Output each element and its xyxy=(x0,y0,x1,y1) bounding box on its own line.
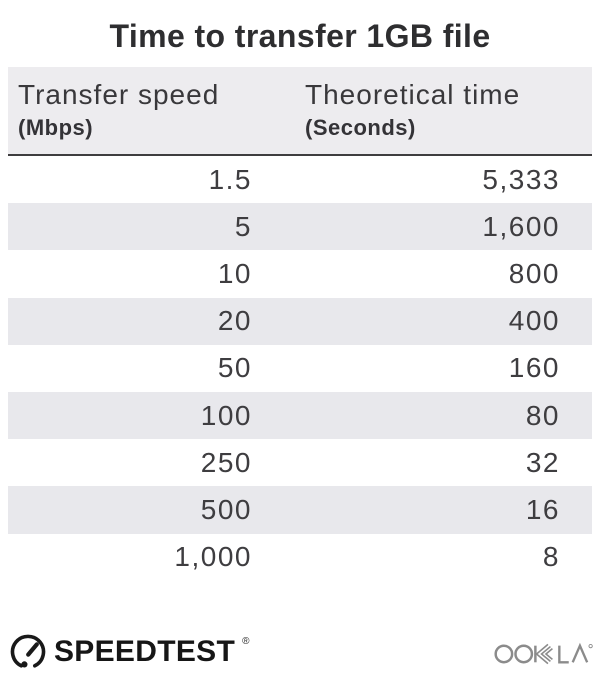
speedtest-gauge-icon xyxy=(10,634,46,668)
table-row: 10 800 xyxy=(8,250,592,297)
table-row: 5 1,600 xyxy=(8,203,592,251)
ookla-logo xyxy=(494,638,593,668)
cell-time: 5,333 xyxy=(482,163,560,195)
table-row: 1,000 8 xyxy=(8,534,592,581)
cell-time: 800 xyxy=(508,257,560,289)
column-label-time: Theoretical time xyxy=(305,79,521,110)
cell-speed: 5 xyxy=(234,210,252,242)
column-label-speed: Transfer speed xyxy=(18,79,220,110)
cell-speed: 100 xyxy=(200,399,252,431)
registered-mark: ® xyxy=(242,635,250,647)
cell-time: 80 xyxy=(525,399,560,431)
speedtest-logo: SPEEDTEST ® xyxy=(8,632,250,672)
column-header-time: Theoretical time (Seconds) xyxy=(295,78,592,141)
speedtest-wordmark: SPEEDTEST xyxy=(54,635,236,668)
cell-speed: 250 xyxy=(200,446,252,478)
cell-time: 400 xyxy=(508,305,560,337)
cell-time: 32 xyxy=(525,446,560,478)
table-body: 1.5 5,333 5 1,600 10 800 20 400 50 160 100 80 250 32 5… xyxy=(8,156,592,581)
table-row: 20 400 xyxy=(8,297,592,345)
table-row: 100 80 xyxy=(8,391,592,440)
cell-speed: 1,000 xyxy=(174,541,252,573)
cell-speed: 50 xyxy=(217,352,252,384)
table-header: Transfer speed (Mbps) Theoretical time (… xyxy=(8,67,592,156)
column-unit-time: (Seconds) xyxy=(305,115,416,140)
table-row: 250 32 xyxy=(8,439,592,486)
cell-speed: 1.5 xyxy=(208,163,252,195)
cell-time: 16 xyxy=(525,493,560,525)
transfer-time-table: Transfer speed (Mbps) Theoretical time (… xyxy=(8,67,592,581)
column-header-speed: Transfer speed (Mbps) xyxy=(8,78,295,141)
column-unit-speed: (Mbps) xyxy=(18,115,94,140)
table-row: 1.5 5,333 xyxy=(8,156,592,203)
table-row: 50 160 xyxy=(8,345,592,392)
page-title: Time to transfer 1GB file xyxy=(109,18,491,54)
cell-speed: 20 xyxy=(217,305,252,337)
cell-time: 160 xyxy=(508,352,560,384)
ookla-wordmark-icon xyxy=(494,642,593,665)
cell-time: 8 xyxy=(542,541,560,573)
cell-speed: 500 xyxy=(200,493,252,525)
table-row: 500 16 xyxy=(8,486,592,534)
footer: SPEEDTEST ® xyxy=(8,630,593,674)
cell-speed: 10 xyxy=(217,257,252,289)
cell-time: 1,600 xyxy=(482,210,560,242)
